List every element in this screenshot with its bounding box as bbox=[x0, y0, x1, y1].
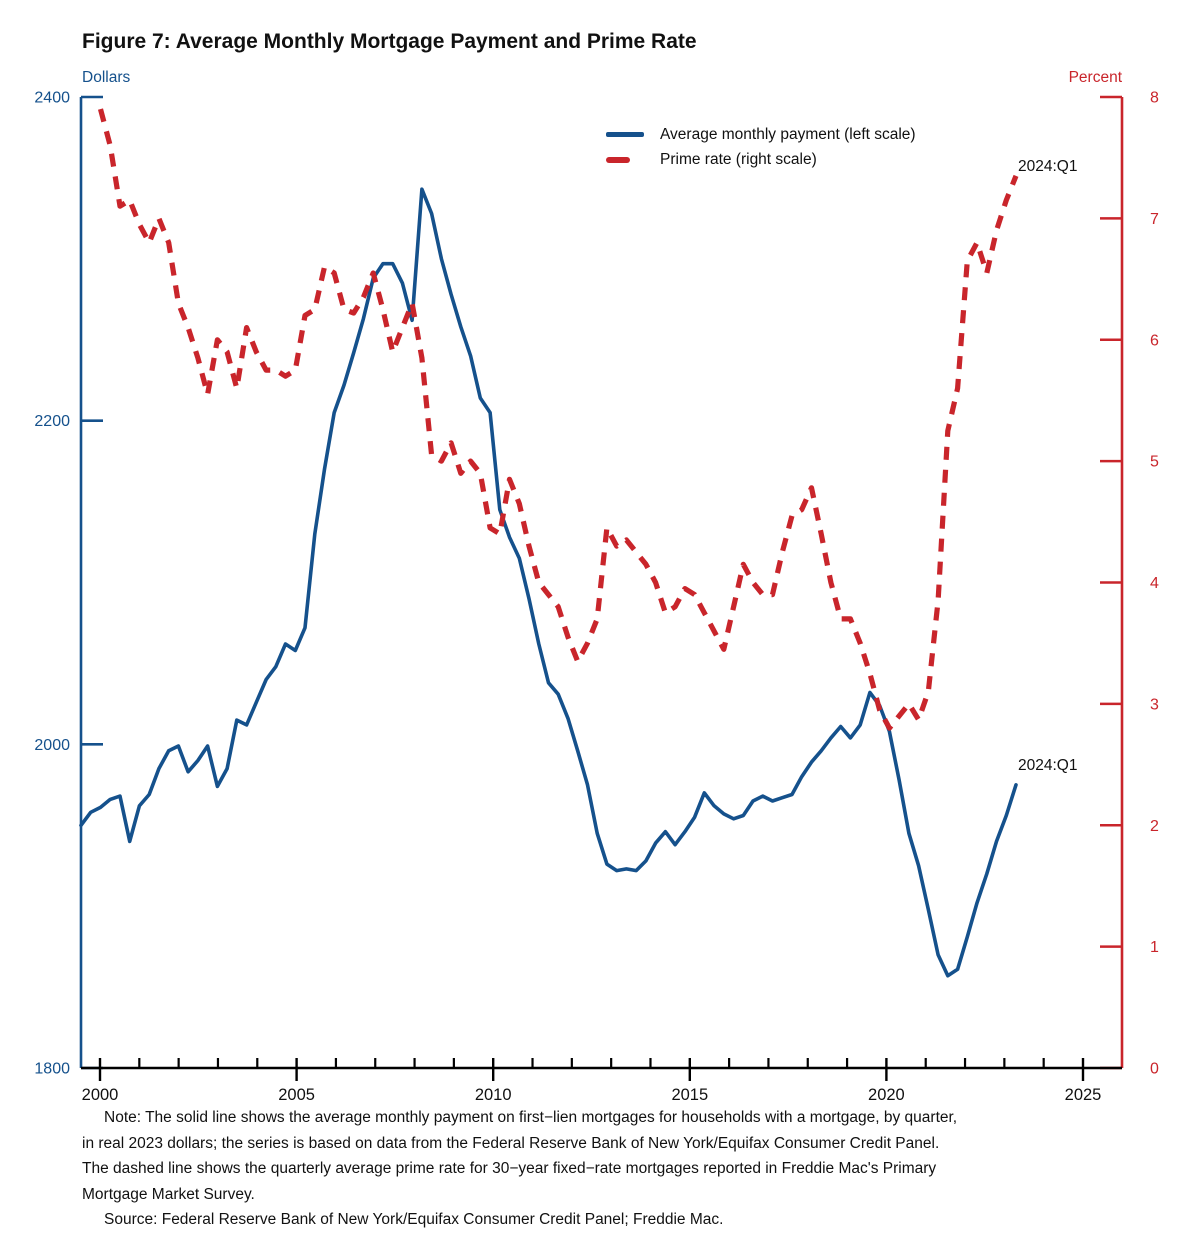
note-line: Mortgage Market Survey. bbox=[82, 1185, 255, 1203]
payment-endpoint-annotation: 2024:Q1 bbox=[1018, 757, 1078, 774]
right-axis-tick-label: 3 bbox=[1150, 696, 1159, 713]
right-axis-tick-label: 5 bbox=[1150, 454, 1159, 471]
prime-line-swatch bbox=[606, 156, 630, 163]
prime-endpoint-annotation: 2024:Q1 bbox=[1018, 158, 1078, 175]
left-axis-tick-label: 2200 bbox=[34, 413, 70, 430]
right-axis-tick-label: 6 bbox=[1150, 332, 1159, 349]
x-axis-tick-label: 2020 bbox=[868, 1086, 905, 1104]
legend-label-prime: Prime rate (right scale) bbox=[660, 150, 817, 168]
right-axis-tick-label: 8 bbox=[1150, 90, 1159, 107]
right-axis-tick-label: 1 bbox=[1150, 939, 1159, 956]
note-line: in real 2023 dollars; the series is base… bbox=[82, 1134, 940, 1152]
left-axis-unit-label: Dollars bbox=[82, 69, 131, 86]
left-axis-tick-label: 2400 bbox=[34, 90, 70, 107]
legend-item-prime: Prime rate (right scale) bbox=[606, 147, 916, 172]
chart-legend: Average monthly payment (left scale) Pri… bbox=[606, 122, 916, 172]
x-axis-tick-label: 2005 bbox=[278, 1086, 315, 1104]
right-axis-tick-label: 7 bbox=[1150, 211, 1159, 228]
legend-label-payment: Average monthly payment (left scale) bbox=[660, 125, 916, 143]
right-axis-tick-label: 2 bbox=[1150, 818, 1159, 835]
figure-note: Note: The solid line shows the average m… bbox=[82, 1105, 1144, 1233]
prime-rate-line bbox=[97, 108, 1019, 731]
left-axis-tick-label: 2000 bbox=[34, 737, 70, 754]
x-axis-tick-label: 2025 bbox=[1065, 1086, 1102, 1104]
payment-line-swatch bbox=[606, 132, 644, 137]
x-axis-tick-label: 2015 bbox=[671, 1086, 708, 1104]
left-axis-tick-label: 1800 bbox=[34, 1061, 70, 1078]
legend-item-payment: Average monthly payment (left scale) bbox=[606, 122, 916, 147]
note-line: Note: The solid line shows the average m… bbox=[104, 1109, 958, 1126]
note-line: The dashed line shows the quarterly aver… bbox=[82, 1160, 937, 1177]
right-axis-unit-label: Percent bbox=[1068, 69, 1122, 86]
x-axis-tick-label: 2010 bbox=[475, 1086, 512, 1104]
x-axis-tick-label: 2000 bbox=[82, 1086, 119, 1104]
figure-title: Figure 7: Average Monthly Mortgage Payme… bbox=[82, 30, 697, 53]
right-axis-tick-label: 0 bbox=[1150, 1061, 1159, 1078]
payment-line bbox=[79, 187, 1018, 978]
right-axis-tick-label: 4 bbox=[1150, 575, 1159, 592]
source-line: Source: Federal Reserve Bank of New York… bbox=[104, 1211, 724, 1228]
